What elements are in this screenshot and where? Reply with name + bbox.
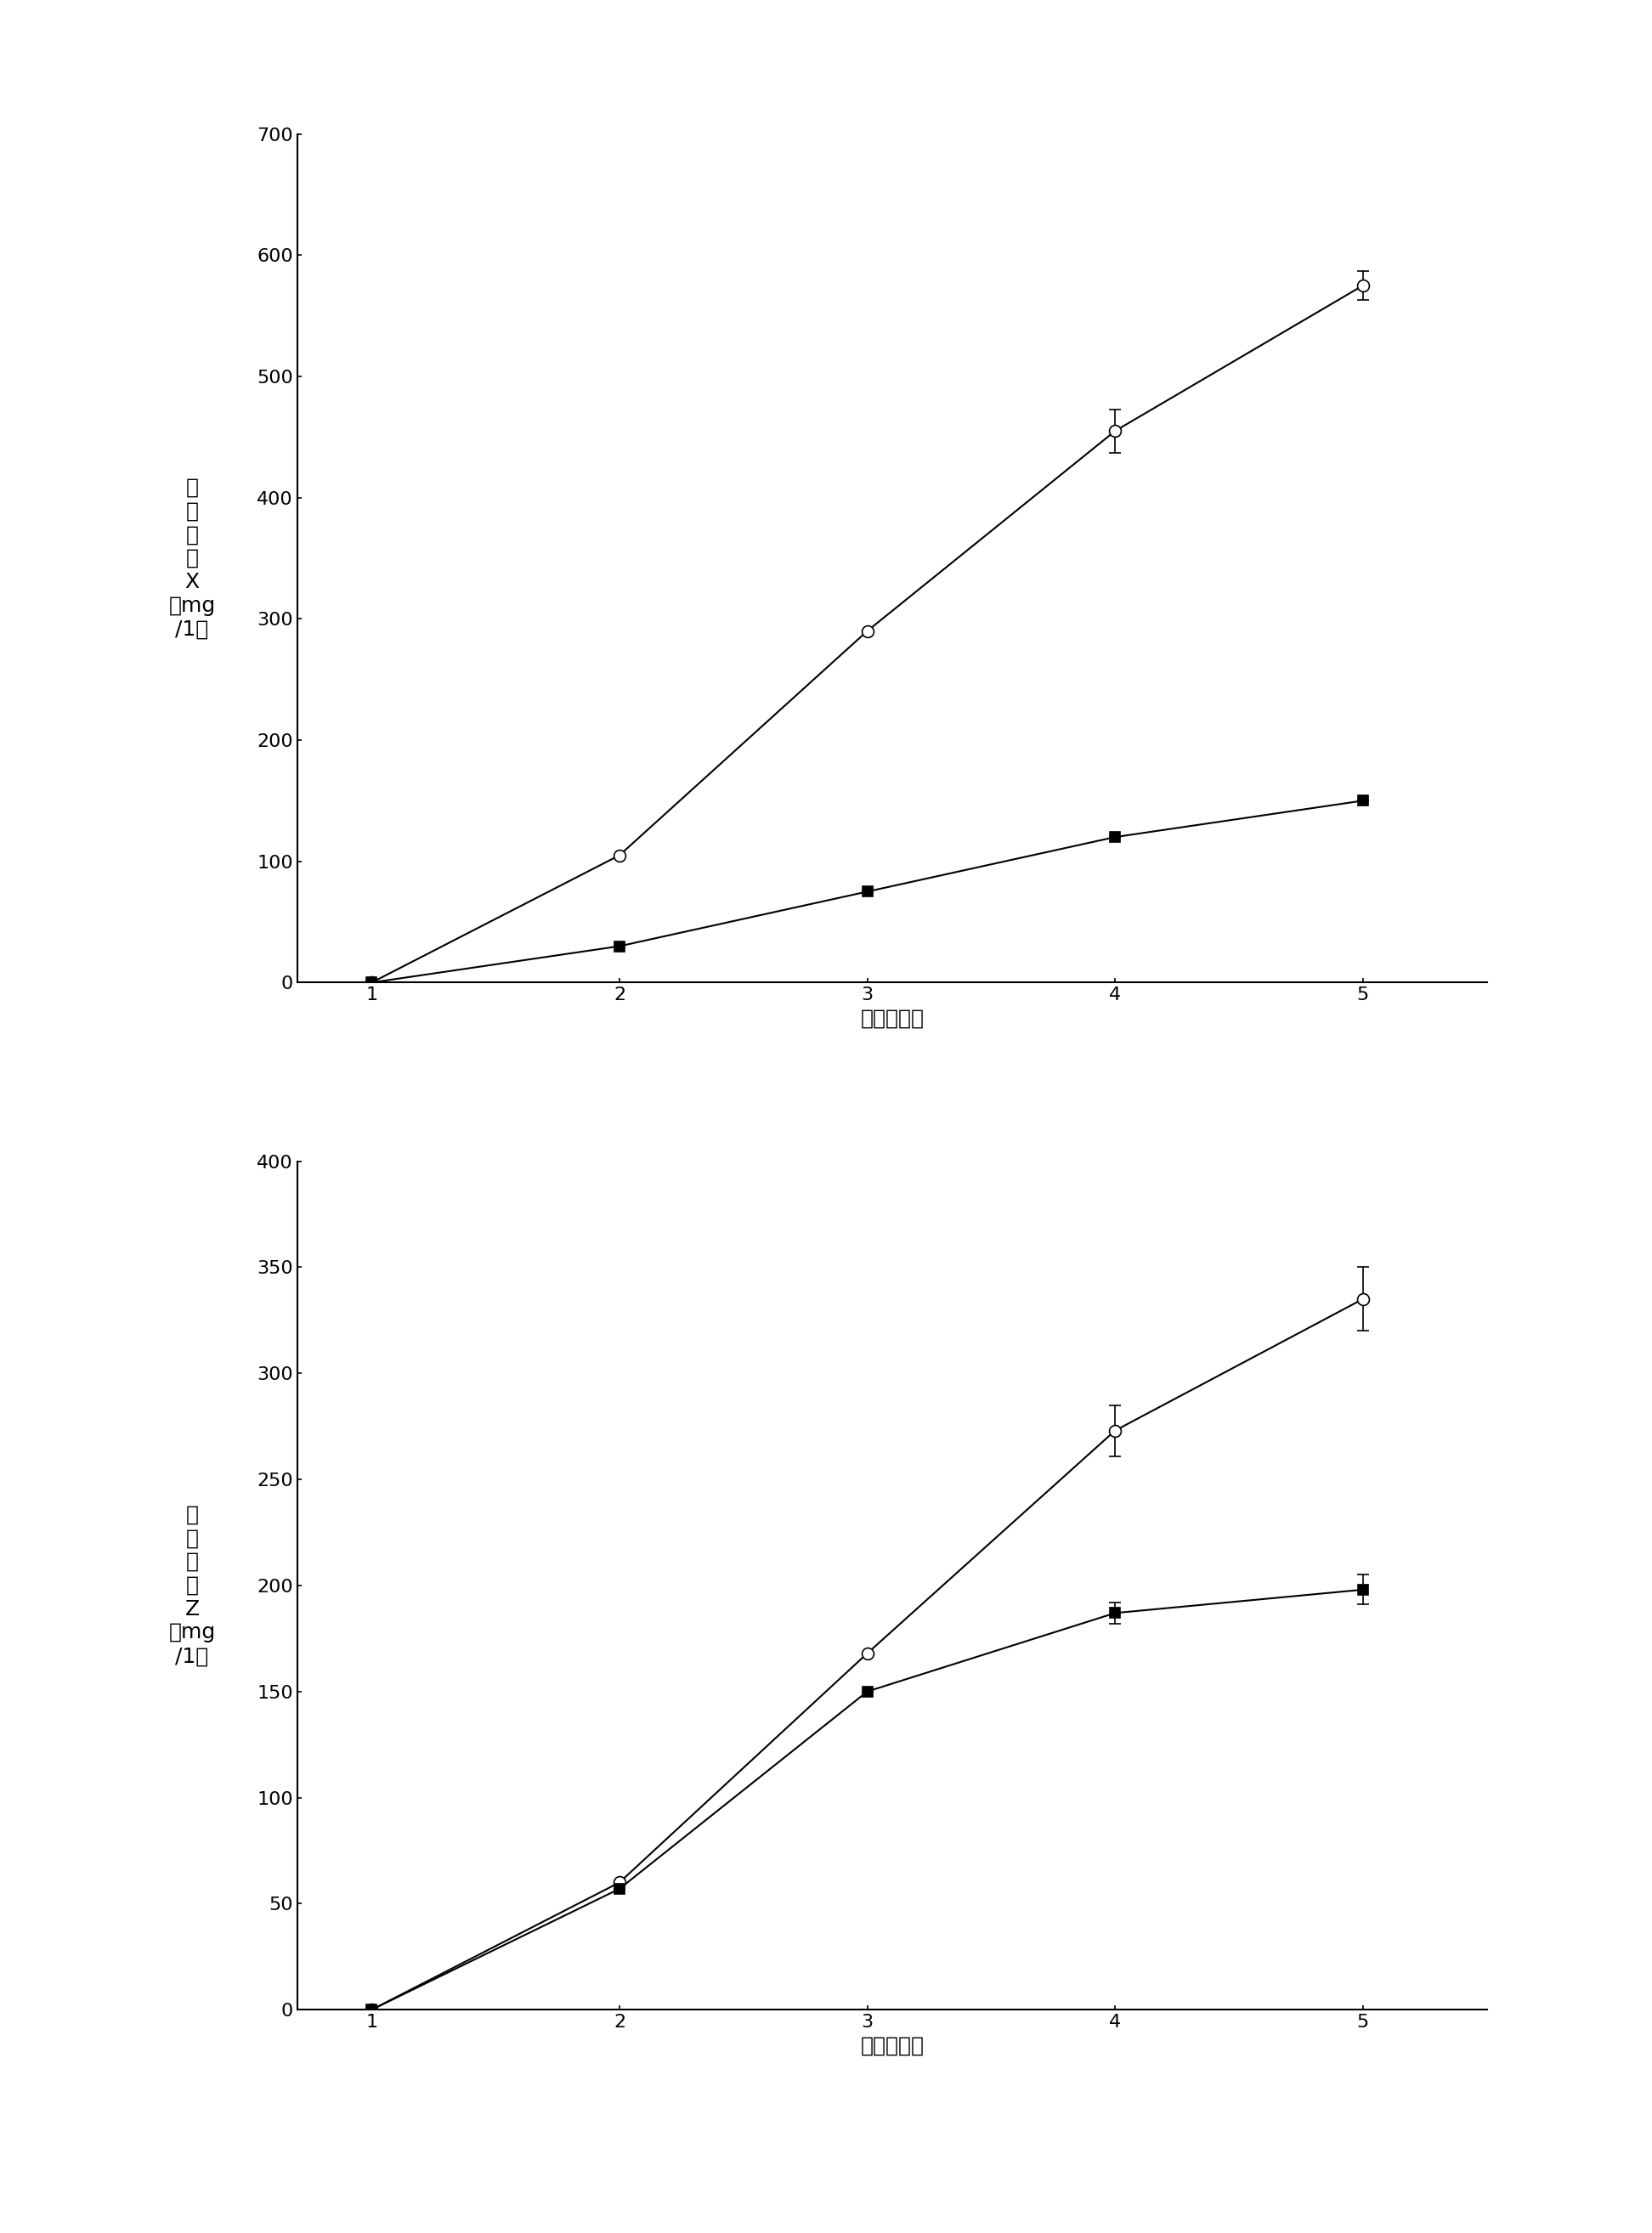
Y-axis label: 尼
可
霌
素
X
（mg
/1）: 尼 可 霌 素 X （mg /1） (169, 478, 215, 639)
X-axis label: 时间（天）: 时间（天） (861, 1009, 923, 1029)
Y-axis label: 尼
可
霌
素
Z
（mg
/1）: 尼 可 霌 素 Z （mg /1） (169, 1505, 215, 1666)
X-axis label: 时间（天）: 时间（天） (861, 2036, 923, 2057)
